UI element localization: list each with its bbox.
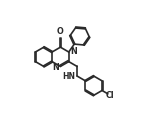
Text: HN: HN	[62, 72, 75, 81]
Text: N: N	[52, 63, 59, 72]
Text: Cl: Cl	[106, 91, 115, 100]
Text: N: N	[70, 47, 77, 56]
Text: O: O	[57, 27, 64, 36]
